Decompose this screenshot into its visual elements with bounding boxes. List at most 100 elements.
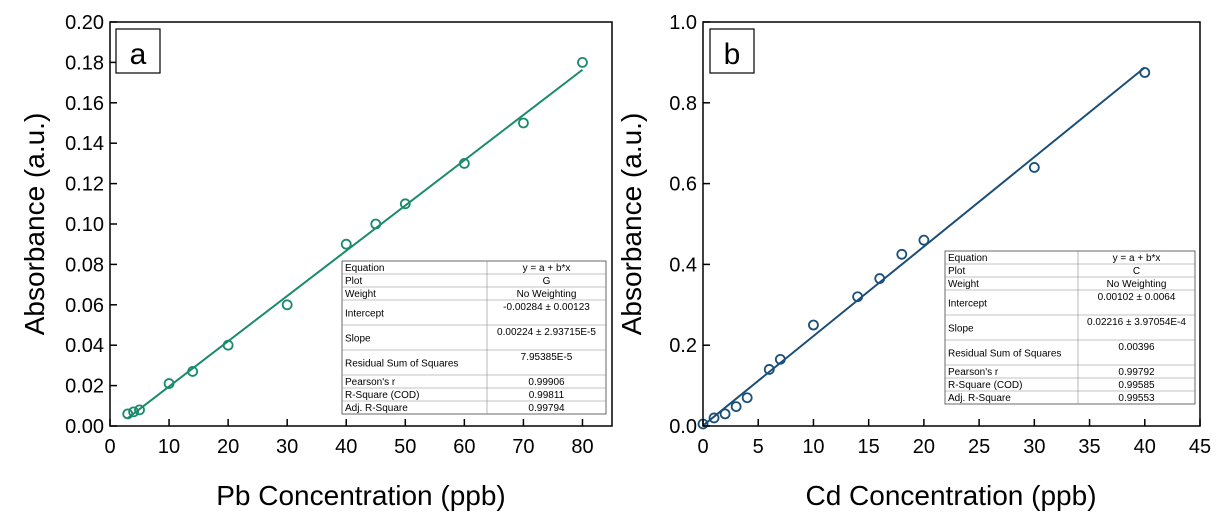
data-point-b — [774, 353, 786, 365]
x-tick-label-b: 0 — [697, 436, 708, 458]
stats-value-b: 0.99553 — [1118, 393, 1155, 404]
ticks-layer-b: 0 5 10 15 20 25 30 35 40 45 0.0 0.2 0.4 0.6 0.8 1.0 — [669, 12, 1211, 458]
data-point-a — [399, 198, 411, 210]
stats-value-a: No Weighting — [517, 289, 577, 300]
stats-value-b: y = a + b*x — [1113, 253, 1161, 264]
y-tick-label-a: 0.04 — [65, 335, 104, 357]
data-point-a — [370, 218, 382, 230]
fit-line-b — [702, 66, 1146, 427]
stats-label-b: Slope — [948, 324, 974, 335]
y-axis-label-b: Absorbance (a.u.) — [616, 113, 647, 336]
stats-label-a: Slope — [345, 334, 371, 345]
x-tick-label-b: 10 — [802, 436, 824, 458]
data-point-a — [134, 404, 145, 416]
panel-label-a: a — [130, 38, 147, 71]
data-point-b — [918, 234, 930, 246]
y-tick-label-a: 0.00 — [65, 416, 104, 438]
x-axis-label-a: Pb Concentration (ppb) — [216, 480, 506, 511]
x-tick-label-a: 40 — [335, 436, 357, 458]
y-tick-label-a: 0.20 — [65, 12, 104, 34]
stats-value-b: 0.00102 ± 0.0064 — [1098, 292, 1176, 303]
x-tick-label-b: 40 — [1134, 436, 1156, 458]
x-tick-label-a: 60 — [453, 436, 475, 458]
data-point-b — [763, 364, 775, 375]
stats-value-a: G — [543, 276, 551, 287]
x-tick-label-a: 0 — [104, 436, 115, 458]
data-point-b — [852, 291, 864, 303]
y-tick-label-b: 0.6 — [669, 174, 697, 196]
stats-label-b: Adj. R-Square — [948, 393, 1011, 404]
data-point-a — [458, 157, 470, 169]
stats-value-b: 0.00396 — [1118, 342, 1155, 353]
points-layer-a — [122, 57, 588, 420]
stats-label-a: Adj. R-Square — [345, 403, 408, 414]
x-tick-label-b: 35 — [1078, 436, 1100, 458]
stats-value-b: C — [1133, 266, 1140, 277]
stats-value-b: No Weighting — [1107, 279, 1167, 290]
data-point-a — [518, 117, 529, 129]
data-point-a — [281, 299, 293, 311]
stats-label-a: Intercept — [345, 309, 384, 320]
data-point-b — [719, 408, 731, 420]
stats-table-frame-a — [341, 260, 607, 415]
panel-b: 0 5 10 15 20 25 30 35 40 45 0.0 0.2 0.4 0.6 0.8 1.0 b C… — [616, 12, 1211, 511]
data-point-a — [340, 238, 352, 250]
points-layer-b — [697, 67, 1151, 430]
y-axis-label-a: Absorbance (a.u.) — [19, 113, 50, 336]
stats-label-a: Plot — [345, 276, 362, 287]
data-point-b — [896, 248, 908, 260]
stats-label-b: Plot — [948, 266, 965, 277]
x-tick-label-a: 80 — [571, 436, 593, 458]
data-point-a — [163, 378, 175, 389]
stats-value-a: 0.00224 ± 2.93715E-5 — [497, 327, 596, 338]
stats-table-a: Equation y = a + b*x Plot G Weight No Weighti… — [341, 260, 607, 415]
y-tick-label-a: 0.08 — [65, 254, 104, 276]
data-point-b — [1028, 162, 1040, 173]
stats-label-b: Residual Sum of Squares — [948, 349, 1061, 360]
y-tick-label-a: 0.06 — [65, 295, 104, 317]
x-tick-label-a: 70 — [512, 436, 534, 458]
panel-label-box-a — [115, 28, 161, 74]
stats-label-b: Equation — [948, 253, 987, 264]
fit-line-layer-a — [127, 68, 584, 419]
panel-label-b: b — [724, 38, 741, 71]
stats-value-a: 0.99906 — [528, 377, 565, 388]
x-axis-label-b: Cd Concentration (ppb) — [805, 480, 1096, 511]
data-point-a — [577, 57, 588, 68]
data-point-b — [874, 273, 886, 284]
x-tick-label-a: 30 — [276, 436, 298, 458]
data-point-a — [222, 339, 234, 351]
x-tick-label-b: 5 — [753, 436, 764, 458]
x-tick-label-b: 15 — [858, 436, 880, 458]
stats-label-a: Residual Sum of Squares — [345, 359, 458, 370]
stats-label-a: R-Square (COD) — [345, 390, 419, 401]
y-tick-label-a: 0.10 — [65, 214, 104, 236]
data-point-a — [187, 366, 199, 377]
y-tick-label-a: 0.16 — [65, 93, 104, 115]
panel-label-box-b — [709, 28, 755, 74]
y-tick-label-a: 0.02 — [65, 376, 104, 398]
data-point-a — [128, 406, 140, 418]
stats-value-a: 0.99811 — [529, 390, 565, 401]
data-point-b — [730, 401, 742, 413]
stats-value-a: -0.00284 ± 0.00123 — [503, 302, 590, 313]
y-tick-label-b: 0.0 — [669, 416, 697, 438]
stats-label-a: Weight — [345, 289, 376, 300]
stats-value-a: 0.99794 — [528, 403, 565, 414]
stats-table-frame-b — [944, 250, 1196, 405]
x-tick-label-a: 10 — [158, 436, 180, 458]
y-tick-label-b: 0.2 — [669, 335, 697, 357]
stats-value-b: 0.99792 — [1118, 367, 1155, 378]
y-tick-label-b: 0.8 — [669, 93, 697, 115]
y-tick-label-a: 0.12 — [65, 174, 104, 196]
fit-line-layer-b — [702, 66, 1146, 427]
stats-value-a: 7.95385E-5 — [521, 352, 573, 363]
x-tick-label-a: 50 — [394, 436, 416, 458]
x-tick-label-b: 30 — [1023, 436, 1045, 458]
x-tick-label-b: 45 — [1189, 436, 1211, 458]
stats-label-a: Pearson's r — [345, 377, 396, 388]
y-tick-label-a: 0.14 — [65, 133, 104, 155]
stats-label-b: R-Square (COD) — [948, 380, 1022, 391]
data-point-b — [1139, 67, 1151, 78]
